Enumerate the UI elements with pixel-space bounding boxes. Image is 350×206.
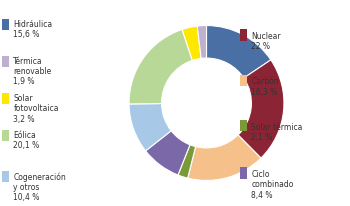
Wedge shape — [188, 135, 261, 180]
Text: Solar
fotovoltaica
3,2 %: Solar fotovoltaica 3,2 % — [13, 94, 59, 124]
Wedge shape — [178, 145, 196, 178]
Wedge shape — [206, 26, 271, 78]
Text: Nuclear
22 %: Nuclear 22 % — [251, 32, 281, 51]
Wedge shape — [238, 60, 284, 158]
Wedge shape — [129, 29, 193, 104]
Text: Hidráulica
15,6 %: Hidráulica 15,6 % — [13, 20, 52, 39]
Text: Solar térmica
2,1 %: Solar térmica 2,1 % — [251, 123, 303, 142]
Wedge shape — [182, 26, 201, 60]
Text: Ciclo
combinado
8,4 %: Ciclo combinado 8,4 % — [251, 170, 294, 200]
Text: Cogeneración
y otros
10,4 %: Cogeneración y otros 10,4 % — [13, 172, 66, 202]
Wedge shape — [129, 104, 171, 151]
Text: Carbón
16,3 %: Carbón 16,3 % — [251, 77, 279, 97]
Text: Térmica
renovable
1,9 %: Térmica renovable 1,9 % — [13, 57, 51, 87]
Wedge shape — [146, 131, 190, 175]
Wedge shape — [197, 26, 206, 58]
Text: Eólica
20,1 %: Eólica 20,1 % — [13, 131, 40, 150]
